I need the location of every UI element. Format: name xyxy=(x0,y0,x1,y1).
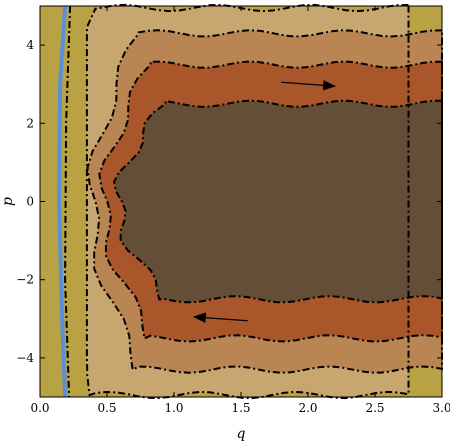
contour-level-2 xyxy=(85,3,410,400)
y-tick-label: 2 xyxy=(26,116,34,130)
region-level-5 xyxy=(114,100,442,303)
x-tick-label: 2.5 xyxy=(365,401,384,415)
contour-lines xyxy=(57,3,443,400)
contour-level-3 xyxy=(86,29,443,374)
y-axis-label: p xyxy=(0,197,16,206)
x-tick-label: 0.5 xyxy=(97,401,116,415)
contour-regions xyxy=(40,4,443,399)
y-tick-label: 0 xyxy=(26,195,34,209)
x-tick-label: 3.0 xyxy=(432,401,450,415)
upper-arrow xyxy=(281,80,337,91)
contour-level-4 xyxy=(98,60,443,343)
boundary-wall xyxy=(57,5,68,398)
x-axis-ticks: 0.0 0.5 1.0 1.5 2.0 2.5 3.0 xyxy=(30,6,450,415)
y-tick-label: −4 xyxy=(16,351,34,365)
x-tick-label: 0.0 xyxy=(30,401,49,415)
x-axis-label: q xyxy=(237,426,246,442)
y-tick-label: 4 xyxy=(26,38,34,52)
contour-level-5 xyxy=(113,99,443,304)
y-axis-ticks: −4 −2 0 2 4 xyxy=(16,38,442,365)
lower-arrow xyxy=(192,312,248,323)
flow-arrows xyxy=(192,80,337,323)
x-tick-label: 2.0 xyxy=(298,401,317,415)
x-tick-label: 1.5 xyxy=(231,401,250,415)
y-tick-label: −2 xyxy=(16,273,34,287)
x-tick-label: 1.0 xyxy=(164,401,183,415)
contour-wall xyxy=(64,5,72,398)
